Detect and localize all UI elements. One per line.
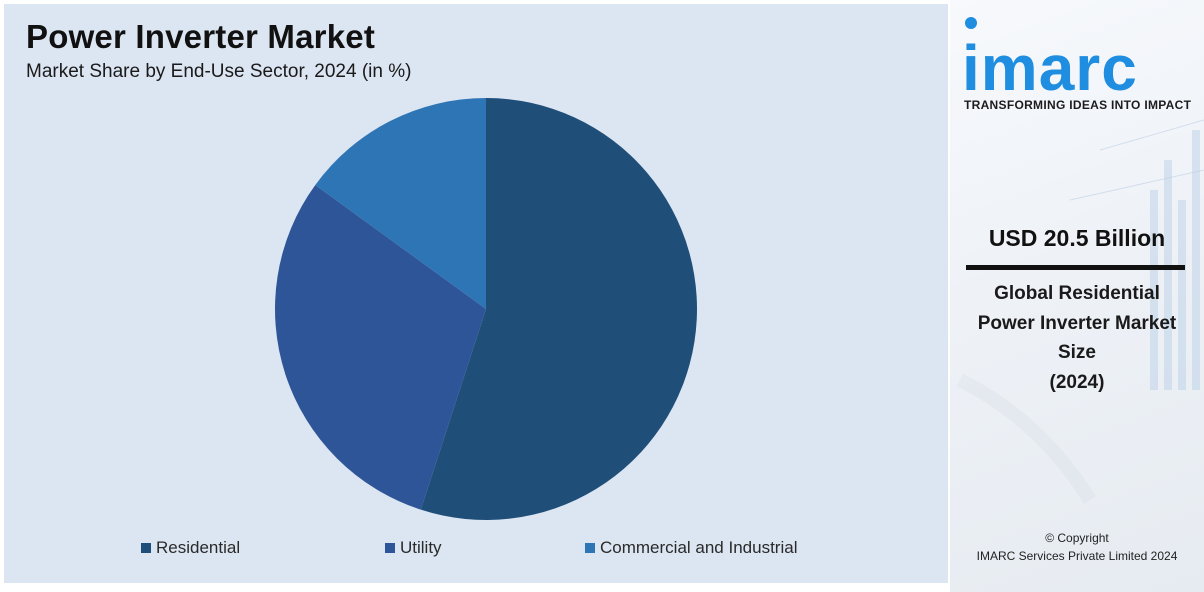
brand-tagline: TRANSFORMING IDEAS INTO IMPACT: [964, 98, 1192, 112]
side-panel: imarc TRANSFORMING IDEAS INTO IMPACT USD…: [950, 0, 1204, 592]
legend-item-utility: Utility: [385, 537, 442, 559]
legend-swatch-commercial-industrial: [585, 543, 595, 553]
chart-subtitle: Market Share by End-Use Sector, 2024 (in…: [26, 61, 412, 82]
legend-swatch-utility: [385, 543, 395, 553]
legend-item-commercial-industrial: Commercial and Industrial: [585, 537, 797, 559]
pie-slice-utility: [275, 184, 486, 510]
chart-panel: Power Inverter Market Market Share by En…: [4, 4, 948, 583]
market-size-label-line: Size: [1057, 342, 1097, 363]
pie-chart: [275, 98, 697, 520]
pie-slice-residential: [420, 98, 697, 520]
legend-label-utility: Utility: [400, 538, 442, 557]
market-size-label-line: Global Residential: [994, 283, 1160, 304]
divider: [966, 265, 1185, 270]
copyright-line: © Copyright: [1045, 531, 1109, 545]
copyright: © Copyright IMARC Services Private Limit…: [950, 529, 1204, 565]
chart-title: Power Inverter Market: [26, 18, 376, 55]
market-size-label: Global Residential Power Inverter Market…: [960, 279, 1194, 397]
legend-label-commercial-industrial: Commercial and Industrial: [600, 538, 798, 557]
pie-slice-commercial-industrial: [315, 98, 486, 309]
legend-item-residential: Residential: [141, 537, 240, 559]
market-size-label-line: (2024): [1049, 371, 1105, 393]
legend-label-residential: Residential: [156, 538, 241, 557]
legend-swatch-residential: [141, 543, 151, 553]
svg-text:imarc: imarc: [962, 32, 1138, 96]
background-chart-decoration: [956, 119, 1204, 504]
copyright-company: IMARC Services Private Limited 2024: [976, 549, 1178, 563]
market-size-value: USD 20.5 Billion: [988, 225, 1166, 251]
imarc-logo: imarc: [962, 17, 1138, 96]
market-size-label-line: Power Inverter Market: [977, 312, 1177, 334]
